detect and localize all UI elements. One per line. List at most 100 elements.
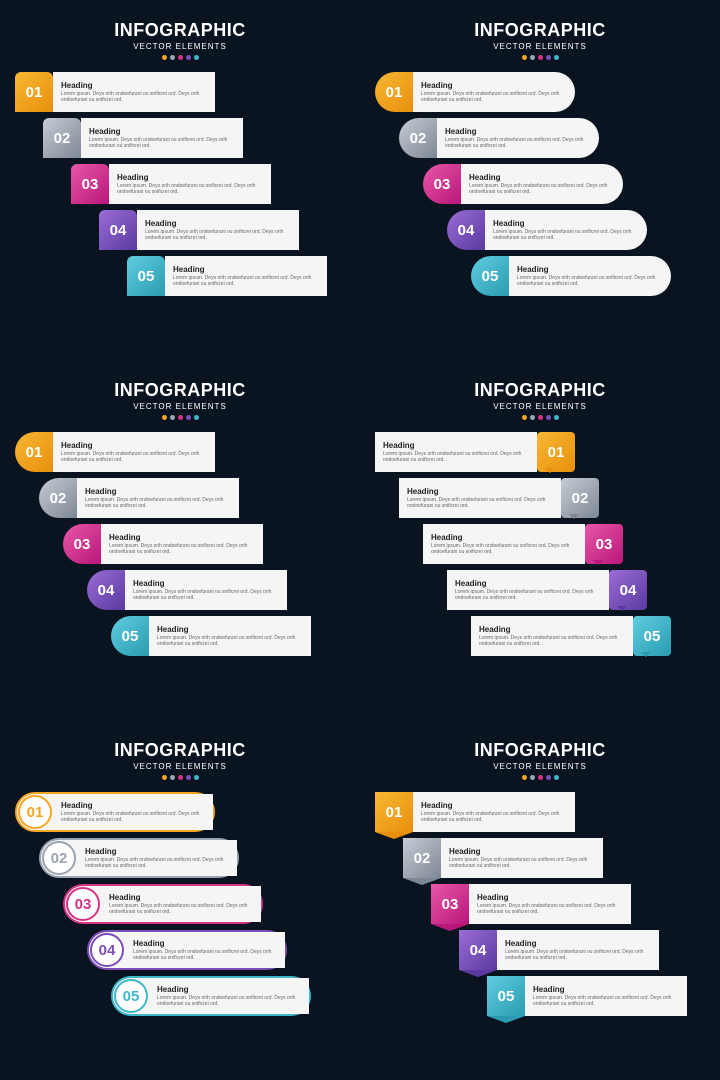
step-card: HeadingLorem ipsum. Deys orih ondoefuran… bbox=[441, 838, 603, 878]
step-heading: Heading bbox=[109, 893, 253, 902]
step-body: Lorem ipsum. Deys orih ondoefurani ou sn… bbox=[85, 857, 229, 870]
title-text: INFOGRAPHIC bbox=[15, 20, 345, 41]
step-number-badge: 04 bbox=[90, 933, 124, 967]
subtitle-text: VECTOR ELEMENTS bbox=[15, 402, 345, 411]
step-card: HeadingLorem ipsum. Deys orih ondoefuran… bbox=[447, 570, 609, 610]
step-1: 01HeadingLorem ipsum. Deys orih ondoefur… bbox=[375, 72, 575, 112]
dot-5 bbox=[194, 775, 199, 780]
step-card: HeadingLorem ipsum. Deys orih ondoefuran… bbox=[485, 210, 647, 250]
step-card: HeadingLorem ipsum. Deys orih ondoefuran… bbox=[497, 930, 659, 970]
steps-container: 01HeadingLorem ipsum. Deys orih ondoefur… bbox=[375, 72, 705, 296]
dot-1 bbox=[162, 775, 167, 780]
step-number-badge: 01 bbox=[18, 795, 52, 829]
dot-5 bbox=[554, 55, 559, 60]
step-body: Lorem ipsum. Deys orih ondoefurani ou sn… bbox=[517, 275, 663, 288]
step-3: 03HeadingLorem ipsum. Deys orih ondoefur… bbox=[63, 884, 263, 924]
step-body: Lorem ipsum. Deys orih ondoefurani ou sn… bbox=[533, 995, 679, 1008]
step-1: HeadingLorem ipsum. Deys orih ondoefuran… bbox=[375, 432, 575, 472]
step-card: HeadingLorem ipsum. Deys orih ondoefuran… bbox=[77, 840, 237, 876]
step-body: Lorem ipsum. Deys orih ondoefurani ou sn… bbox=[421, 91, 567, 104]
color-dots bbox=[375, 55, 705, 60]
step-number-badge: 05 bbox=[471, 256, 509, 296]
step-heading: Heading bbox=[493, 219, 639, 228]
step-heading: Heading bbox=[445, 127, 591, 136]
step-number-badge: 03 bbox=[423, 164, 461, 204]
step-body: Lorem ipsum. Deys orih ondoefurani ou sn… bbox=[145, 229, 291, 242]
step-card: HeadingLorem ipsum. Deys orih ondoefuran… bbox=[509, 256, 671, 296]
step-card: HeadingLorem ipsum. Deys orih ondoefuran… bbox=[413, 792, 575, 832]
step-heading: Heading bbox=[61, 81, 207, 90]
title-text: INFOGRAPHIC bbox=[375, 20, 705, 41]
step-number-badge: 03 bbox=[431, 884, 469, 924]
step-3: HeadingLorem ipsum. Deys orih ondoefuran… bbox=[423, 524, 623, 564]
dot-1 bbox=[522, 415, 527, 420]
step-card: HeadingLorem ipsum. Deys orih ondoefuran… bbox=[77, 478, 239, 518]
step-body: Lorem ipsum. Deys orih ondoefurani ou sn… bbox=[493, 229, 639, 242]
step-heading: Heading bbox=[407, 487, 553, 496]
subtitle-text: VECTOR ELEMENTS bbox=[375, 42, 705, 51]
step-card: HeadingLorem ipsum. Deys orih ondoefuran… bbox=[81, 118, 243, 158]
step-number-badge: 02 bbox=[42, 841, 76, 875]
step-card: HeadingLorem ipsum. Deys orih ondoefuran… bbox=[399, 478, 561, 518]
subtitle-text: VECTOR ELEMENTS bbox=[375, 762, 705, 771]
dot-3 bbox=[538, 55, 543, 60]
step-heading: Heading bbox=[85, 847, 229, 856]
subtitle-text: VECTOR ELEMENTS bbox=[15, 762, 345, 771]
dot-2 bbox=[530, 775, 535, 780]
step-body: Lorem ipsum. Deys orih ondoefurani ou sn… bbox=[61, 811, 205, 824]
step-card: HeadingLorem ipsum. Deys orih ondoefuran… bbox=[53, 794, 213, 830]
step-heading: Heading bbox=[85, 487, 231, 496]
step-4: 04HeadingLorem ipsum. Deys orih ondoefur… bbox=[447, 210, 647, 250]
step-2: 02HeadingLorem ipsum. Deys orih ondoefur… bbox=[399, 118, 599, 158]
step-body: Lorem ipsum. Deys orih ondoefurani ou sn… bbox=[133, 589, 279, 602]
step-body: Lorem ipsum. Deys orih ondoefurani ou sn… bbox=[407, 497, 553, 510]
steps-container: 01HeadingLorem ipsum. Deys orih ondoefur… bbox=[15, 432, 345, 656]
step-heading: Heading bbox=[61, 441, 207, 450]
step-3: 03HeadingLorem ipsum. Deys orih ondoefur… bbox=[71, 164, 271, 204]
step-body: Lorem ipsum. Deys orih ondoefurani ou sn… bbox=[61, 451, 207, 464]
dot-4 bbox=[546, 775, 551, 780]
step-number-badge: 02 bbox=[403, 838, 441, 878]
step-card: HeadingLorem ipsum. Deys orih ondoefuran… bbox=[125, 932, 285, 968]
color-dots bbox=[15, 55, 345, 60]
step-heading: Heading bbox=[533, 985, 679, 994]
step-1: 01HeadingLorem ipsum. Deys orih ondoefur… bbox=[375, 792, 575, 832]
step-body: Lorem ipsum. Deys orih ondoefurani ou sn… bbox=[431, 543, 577, 556]
dot-3 bbox=[538, 775, 543, 780]
subtitle-text: VECTOR ELEMENTS bbox=[375, 402, 705, 411]
step-heading: Heading bbox=[157, 985, 301, 994]
step-body: Lorem ipsum. Deys orih ondoefurani ou sn… bbox=[479, 635, 625, 648]
step-number-badge: 04 bbox=[99, 210, 137, 250]
step-heading: Heading bbox=[421, 81, 567, 90]
color-dots bbox=[375, 775, 705, 780]
title-text: INFOGRAPHIC bbox=[15, 380, 345, 401]
dot-5 bbox=[194, 415, 199, 420]
step-number-badge: 04 bbox=[609, 570, 647, 610]
steps-container: 01HeadingLorem ipsum. Deys orih ondoefur… bbox=[15, 792, 345, 1016]
step-2: 02HeadingLorem ipsum. Deys orih ondoefur… bbox=[39, 838, 239, 878]
step-heading: Heading bbox=[517, 265, 663, 274]
step-3: 03HeadingLorem ipsum. Deys orih ondoefur… bbox=[431, 884, 631, 924]
dot-4 bbox=[546, 415, 551, 420]
dot-1 bbox=[522, 55, 527, 60]
step-body: Lorem ipsum. Deys orih ondoefurani ou sn… bbox=[477, 903, 623, 916]
dot-3 bbox=[178, 55, 183, 60]
step-body: Lorem ipsum. Deys orih ondoefurani ou sn… bbox=[117, 183, 263, 196]
subtitle-text: VECTOR ELEMENTS bbox=[15, 42, 345, 51]
title-text: INFOGRAPHIC bbox=[375, 740, 705, 761]
step-card: HeadingLorem ipsum. Deys orih ondoefuran… bbox=[471, 616, 633, 656]
step-heading: Heading bbox=[383, 441, 529, 450]
color-dots bbox=[375, 415, 705, 420]
step-5: 05HeadingLorem ipsum. Deys orih ondoefur… bbox=[111, 616, 311, 656]
step-5: 05HeadingLorem ipsum. Deys orih ondoefur… bbox=[111, 976, 311, 1016]
steps-container: HeadingLorem ipsum. Deys orih ondoefuran… bbox=[375, 432, 705, 656]
step-number-badge: 05 bbox=[633, 616, 671, 656]
step-body: Lorem ipsum. Deys orih ondoefurani ou sn… bbox=[157, 635, 303, 648]
dot-5 bbox=[194, 55, 199, 60]
step-5: 05HeadingLorem ipsum. Deys orih ondoefur… bbox=[471, 256, 671, 296]
dot-2 bbox=[170, 55, 175, 60]
color-dots bbox=[15, 415, 345, 420]
dot-2 bbox=[170, 415, 175, 420]
step-card: HeadingLorem ipsum. Deys orih ondoefuran… bbox=[137, 210, 299, 250]
dot-4 bbox=[186, 775, 191, 780]
